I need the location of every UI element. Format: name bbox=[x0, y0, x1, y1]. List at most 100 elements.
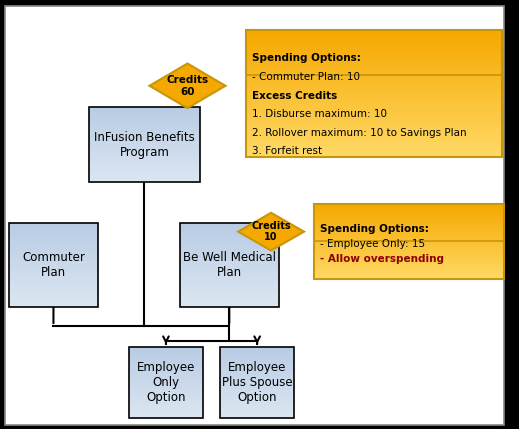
Bar bbox=[221, 414, 294, 415]
Bar bbox=[89, 120, 200, 121]
Bar bbox=[221, 357, 294, 358]
Bar bbox=[9, 230, 98, 232]
Bar bbox=[9, 294, 98, 296]
Bar bbox=[180, 290, 279, 291]
Bar bbox=[89, 147, 200, 148]
Bar bbox=[314, 205, 504, 206]
Bar bbox=[221, 392, 294, 393]
Bar bbox=[129, 391, 203, 392]
Bar bbox=[89, 126, 200, 127]
Bar bbox=[221, 358, 294, 360]
Bar bbox=[89, 121, 200, 122]
Text: Excess Credits: Excess Credits bbox=[252, 91, 337, 100]
Bar bbox=[129, 392, 203, 393]
Bar bbox=[9, 286, 98, 287]
Text: 2. Rollover maximum: 10 to Savings Plan: 2. Rollover maximum: 10 to Savings Plan bbox=[252, 127, 467, 138]
Bar bbox=[180, 251, 279, 252]
Bar bbox=[246, 97, 502, 100]
Text: Credits
60: Credits 60 bbox=[167, 75, 209, 97]
Bar bbox=[314, 218, 504, 219]
Bar bbox=[221, 389, 294, 390]
Bar bbox=[9, 248, 98, 250]
Bar bbox=[9, 296, 98, 297]
Bar bbox=[221, 385, 294, 387]
Bar bbox=[89, 169, 200, 170]
Bar bbox=[314, 270, 504, 272]
Bar bbox=[89, 157, 200, 159]
Bar bbox=[9, 229, 98, 230]
Bar bbox=[89, 127, 200, 129]
Bar bbox=[89, 167, 200, 169]
Bar bbox=[9, 276, 98, 278]
Bar bbox=[129, 405, 203, 407]
Bar bbox=[314, 264, 504, 265]
Bar bbox=[129, 384, 203, 385]
Bar bbox=[314, 276, 504, 278]
Bar bbox=[314, 272, 504, 274]
Bar bbox=[129, 373, 203, 375]
Bar bbox=[314, 204, 504, 205]
Bar bbox=[314, 211, 504, 212]
Bar bbox=[246, 115, 502, 117]
Bar bbox=[180, 245, 279, 247]
Bar bbox=[129, 390, 203, 391]
Bar bbox=[129, 389, 203, 390]
Bar bbox=[314, 253, 504, 254]
Bar bbox=[9, 257, 98, 258]
Bar bbox=[246, 91, 502, 94]
Bar bbox=[89, 175, 200, 176]
Bar bbox=[9, 305, 98, 307]
Bar bbox=[314, 244, 504, 245]
Bar bbox=[89, 171, 200, 172]
Text: Spending Options:: Spending Options: bbox=[252, 54, 361, 63]
Bar bbox=[9, 245, 98, 247]
Bar bbox=[221, 373, 294, 375]
Bar bbox=[221, 417, 294, 418]
Bar bbox=[9, 263, 98, 265]
Bar bbox=[180, 226, 279, 227]
Bar bbox=[9, 284, 98, 286]
Bar bbox=[9, 300, 98, 301]
Bar bbox=[129, 416, 203, 417]
Bar bbox=[246, 87, 502, 89]
Bar bbox=[129, 347, 203, 418]
Bar bbox=[9, 279, 98, 280]
Bar bbox=[314, 249, 504, 250]
Bar bbox=[89, 114, 200, 115]
Bar bbox=[180, 261, 279, 262]
Bar bbox=[180, 275, 279, 276]
Bar bbox=[180, 273, 279, 275]
Bar bbox=[89, 144, 200, 145]
Bar bbox=[180, 234, 279, 236]
Bar bbox=[89, 181, 200, 182]
Bar bbox=[180, 283, 279, 284]
Bar bbox=[246, 152, 502, 154]
Text: - Allow overspending: - Allow overspending bbox=[320, 254, 444, 264]
Bar bbox=[221, 381, 294, 382]
Bar bbox=[89, 174, 200, 175]
Bar bbox=[314, 250, 504, 251]
Bar bbox=[246, 150, 502, 152]
Bar bbox=[246, 148, 502, 150]
Bar bbox=[180, 300, 279, 301]
Text: Employee
Only
Option: Employee Only Option bbox=[136, 361, 195, 405]
Bar bbox=[9, 247, 98, 248]
Bar bbox=[9, 297, 98, 299]
Bar bbox=[246, 79, 502, 81]
Bar bbox=[180, 272, 279, 273]
Bar bbox=[221, 409, 294, 410]
Bar bbox=[89, 136, 200, 137]
Bar bbox=[129, 369, 203, 370]
Bar bbox=[89, 115, 200, 116]
Bar bbox=[246, 125, 502, 127]
Bar bbox=[314, 255, 504, 257]
Bar bbox=[89, 137, 200, 139]
Bar bbox=[9, 234, 98, 236]
Bar bbox=[129, 417, 203, 418]
Bar bbox=[221, 362, 294, 363]
Bar bbox=[314, 220, 504, 221]
Bar bbox=[129, 362, 203, 363]
Bar bbox=[221, 399, 294, 401]
Text: 3. Forfeit rest: 3. Forfeit rest bbox=[252, 146, 322, 156]
Bar bbox=[246, 53, 502, 55]
